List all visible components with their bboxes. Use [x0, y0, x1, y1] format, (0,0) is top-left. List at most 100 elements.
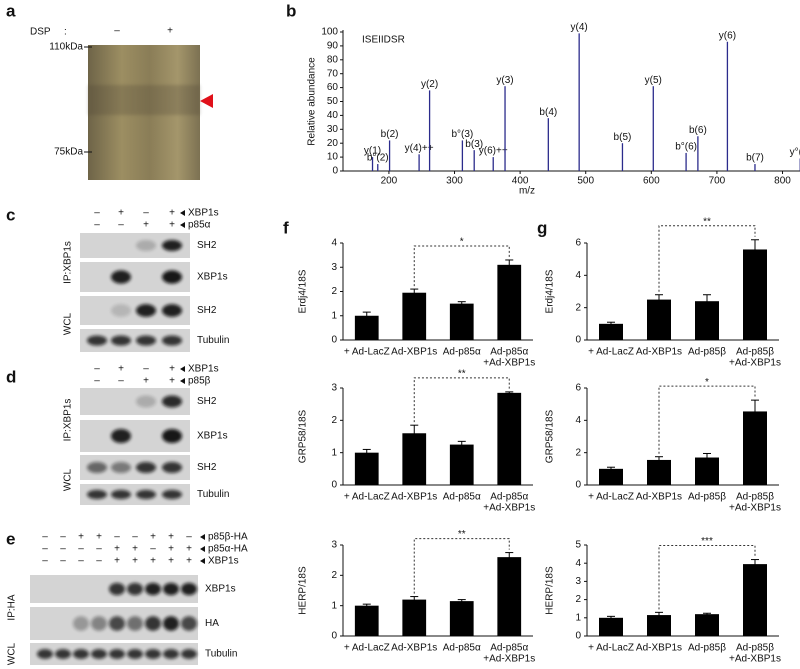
blot-band: [111, 270, 131, 284]
x-tick-label: Ad-XBP1s: [391, 643, 437, 654]
y-tick-label: 60: [327, 82, 339, 93]
band-label: SH2: [197, 462, 217, 473]
bar: [449, 444, 474, 485]
band-label: XBP1s: [197, 431, 228, 442]
bar: [449, 303, 474, 340]
x-tick-label: + Ad-LacZ: [588, 643, 634, 654]
blot-band: [111, 489, 131, 500]
y-tick-label: 0: [575, 335, 581, 346]
y-axis-label: HERP/18S: [545, 566, 556, 615]
lane-sign: +: [150, 532, 156, 543]
lane-sign: +: [169, 364, 175, 375]
marker-label: 110kDa: [49, 42, 83, 53]
lane-sign: –: [114, 532, 120, 543]
bar: [497, 392, 522, 485]
bar: [402, 292, 427, 340]
blot-band: [162, 270, 182, 284]
blot-band: [127, 616, 143, 631]
colon: :: [64, 27, 67, 38]
blot-band: [136, 335, 156, 346]
blot-band: [111, 335, 131, 346]
x-tick-label: Ad-p85β: [736, 643, 774, 654]
lane-sign: +: [96, 532, 102, 543]
x-tick-label: + Ad-LacZ: [588, 492, 634, 503]
x-tick-label: Ad-XBP1s: [636, 347, 682, 358]
y-tick-label: 2: [575, 594, 581, 605]
blot-band: [162, 462, 182, 473]
lane-sign: +: [169, 376, 175, 387]
lane-sign: –: [94, 220, 100, 231]
significance: **: [703, 216, 711, 227]
blot-band: [111, 428, 131, 444]
y-tick-label: 1: [575, 612, 581, 623]
bar: [599, 617, 623, 636]
bar: [647, 459, 671, 485]
band-label: SH2: [197, 396, 217, 407]
row-arrow: [180, 366, 185, 372]
group-label: IP:HA: [7, 594, 18, 620]
bar: [497, 264, 522, 340]
blot-band: [127, 649, 143, 659]
x-tick-label: Ad-p85β: [688, 347, 726, 358]
spectrum-title: ISEIIDSR: [362, 35, 405, 46]
x-tick-label: 700: [709, 176, 726, 187]
x-tick-label: 400: [512, 176, 529, 187]
x-tick-label: Ad-p85α: [443, 492, 481, 503]
blot-band: [162, 240, 182, 251]
peak-label: b(6): [689, 125, 707, 136]
lane-sign: –: [118, 376, 124, 387]
lane-sign: –: [94, 364, 100, 375]
significance: ***: [701, 536, 713, 547]
y-tick-label: 5: [575, 540, 581, 551]
group-label: WCL: [63, 468, 74, 491]
lane-sign: +: [114, 544, 120, 555]
x-tick-label: + Ad-LacZ: [344, 492, 390, 503]
panel-label: e: [6, 529, 15, 548]
x-tick-label: Ad-XBP1s: [391, 347, 437, 358]
blot-band: [55, 649, 71, 659]
blot-band: [163, 582, 179, 596]
x-tick-label: + Ad-LacZ: [344, 643, 390, 654]
peak-label: y°(7): [790, 147, 800, 158]
group-label: IP:XBP1s: [63, 399, 74, 442]
x-tick-label: Ad-p85β: [736, 492, 774, 503]
x-tick-label: +Ad-XBP1s: [483, 654, 535, 665]
panel-label: a: [6, 1, 16, 20]
y-tick-label: 0: [332, 166, 338, 177]
x-tick-label: Ad-XBP1s: [391, 492, 437, 503]
panel-label: f: [283, 218, 289, 237]
lane-sign: –: [42, 544, 48, 555]
bar: [354, 452, 379, 485]
bar: [695, 457, 719, 485]
group-label: WCL: [7, 642, 18, 665]
lane-sign: +: [78, 532, 84, 543]
bar: [449, 601, 474, 636]
y-tick-label: 4: [575, 415, 581, 426]
y-axis-label: GRP58/18S: [545, 409, 556, 463]
bar: [695, 614, 719, 636]
y-tick-label: 1: [331, 600, 337, 611]
y-tick-label: 3: [331, 540, 337, 551]
row-arrow: [200, 534, 205, 540]
y-tick-label: 0: [575, 480, 581, 491]
blot-band: [73, 649, 89, 659]
bar: [695, 301, 719, 340]
peak-label: b(4): [539, 107, 557, 118]
y-tick-label: 30: [327, 124, 339, 135]
blot-band: [127, 582, 143, 596]
blot-band: [109, 616, 125, 631]
band-label: SH2: [197, 240, 217, 251]
significance: *: [460, 237, 464, 248]
peak-label: y(6)++: [479, 146, 508, 157]
y-tick-label: 0: [331, 335, 337, 346]
blot-band: [111, 304, 131, 317]
lane-sign: –: [150, 544, 156, 555]
y-tick-label: 4: [575, 270, 581, 281]
lane-sign: +: [186, 556, 192, 567]
blot-band: [91, 616, 107, 631]
y-tick-label: 100: [321, 27, 338, 38]
x-tick-label: Ad-XBP1s: [636, 643, 682, 654]
band-label: XBP1s: [205, 584, 236, 595]
bar: [402, 599, 427, 636]
lane-sign: –: [78, 556, 84, 567]
